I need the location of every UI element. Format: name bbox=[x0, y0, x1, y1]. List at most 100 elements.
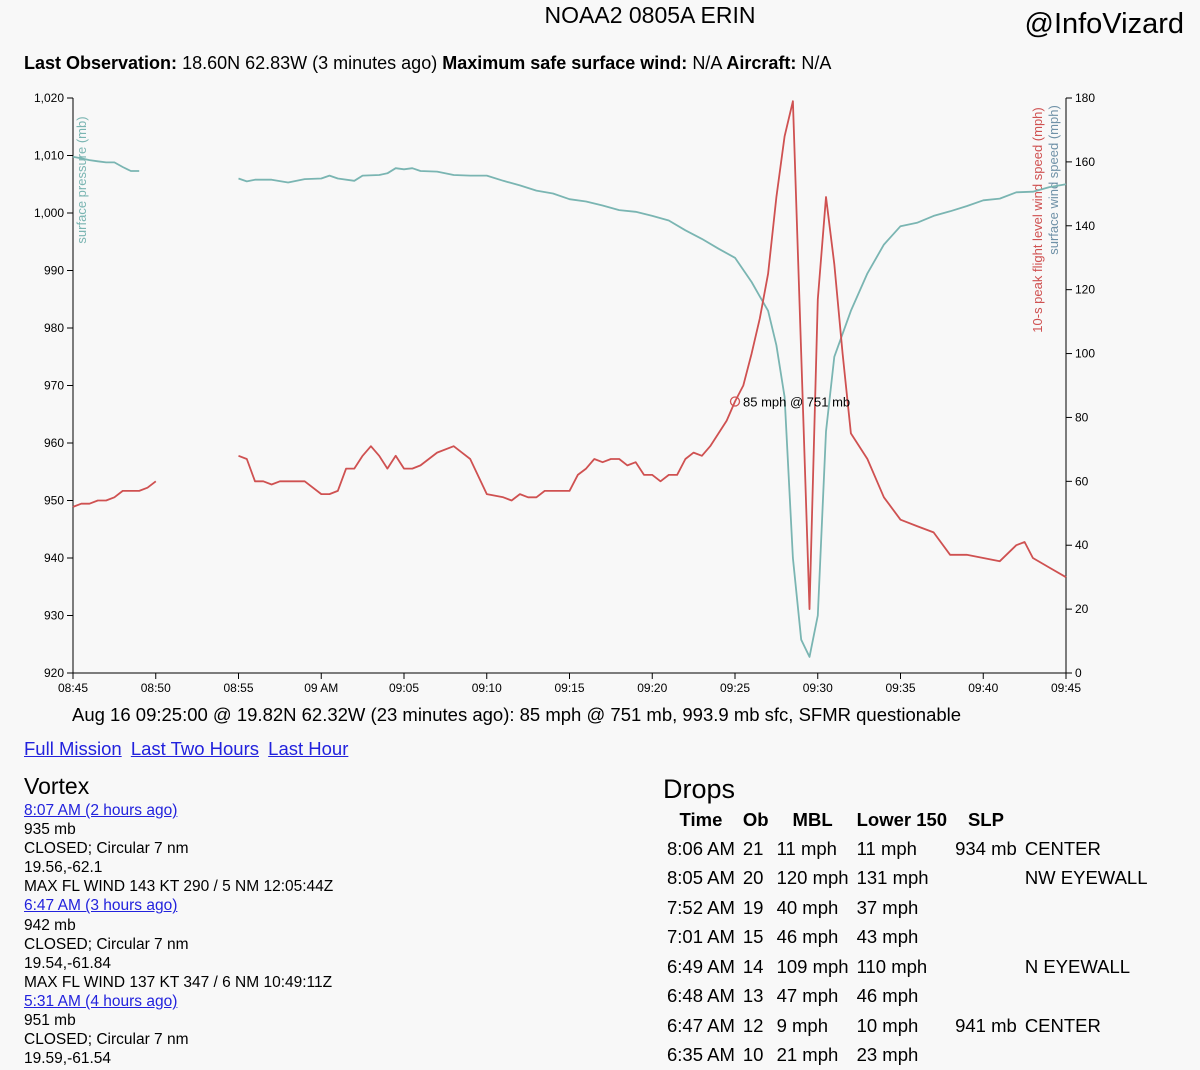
x-tick-label: 09:35 bbox=[885, 681, 915, 695]
drop-mbl: 9 mph bbox=[773, 1011, 853, 1041]
drop-time: 6:35 AM bbox=[663, 1041, 739, 1070]
vortex-position: 19.56,-62.1 bbox=[24, 858, 333, 877]
vortex-time-link[interactable]: 6:47 AM (3 hours ago) bbox=[24, 897, 177, 914]
left-tick-label: 1,010 bbox=[34, 149, 64, 163]
vortex-eye: CLOSED; Circular 7 nm bbox=[24, 935, 333, 954]
vortex-eye: CLOSED; Circular 7 nm bbox=[24, 839, 333, 858]
drop-note: N EYEWALL bbox=[1021, 952, 1152, 982]
drop-slp bbox=[951, 982, 1021, 1012]
author-handle: @InfoVizard bbox=[1025, 8, 1185, 41]
col-time: Time bbox=[663, 806, 739, 834]
vortex-heading: Vortex bbox=[24, 773, 89, 800]
col-lower-150: Lower 150 bbox=[853, 806, 952, 834]
drop-slp bbox=[951, 864, 1021, 894]
drop-slp: 941 mb bbox=[951, 1011, 1021, 1041]
drop-time: 6:49 AM bbox=[663, 952, 739, 982]
vortex-pressure: 942 mb bbox=[24, 916, 333, 935]
right-tick-label: 160 bbox=[1075, 155, 1095, 169]
right-tick-label: 20 bbox=[1075, 602, 1089, 616]
x-tick-label: 09 AM bbox=[304, 681, 338, 695]
time-range-links: Full Mission Last Two Hours Last Hour bbox=[24, 738, 352, 760]
mission-title: NOAA2 0805A ERIN bbox=[0, 2, 1200, 29]
x-tick-label: 09:25 bbox=[720, 681, 750, 695]
x-tick-label: 09:30 bbox=[803, 681, 833, 695]
vortex-time-link[interactable]: 8:07 AM (2 hours ago) bbox=[24, 802, 177, 819]
aircraft-value: N/A bbox=[801, 53, 831, 73]
left-tick-label: 950 bbox=[44, 494, 64, 508]
left-tick-label: 960 bbox=[44, 436, 64, 450]
drop-slp bbox=[951, 1041, 1021, 1070]
max-wind-label: Maximum safe surface wind: bbox=[442, 53, 687, 73]
last-hour-link[interactable]: Last Hour bbox=[268, 738, 348, 759]
left-axis-title: surface pressure (mb) bbox=[74, 116, 89, 243]
drop-lower-150: 46 mph bbox=[853, 982, 952, 1012]
left-tick-label: 930 bbox=[44, 609, 64, 623]
left-tick-label: 940 bbox=[44, 551, 64, 565]
drop-lower-150: 23 mph bbox=[853, 1041, 952, 1070]
last-observation: Last Observation: 18.60N 62.83W (3 minut… bbox=[24, 53, 831, 74]
vortex-max-wind: MAX FL WIND 143 KT 290 / 5 NM 12:05:44Z bbox=[24, 877, 333, 896]
vortex-pressure: 951 mb bbox=[24, 1011, 333, 1030]
x-tick-label: 08:50 bbox=[141, 681, 171, 695]
vortex-entry: 8:07 AM (2 hours ago) 935 mb CLOSED; Cir… bbox=[24, 801, 333, 896]
pressure-line bbox=[239, 168, 1067, 657]
drop-note bbox=[1021, 923, 1152, 953]
drop-mbl: 46 mph bbox=[773, 923, 853, 953]
recon-chart: 9209309409509609709809901,0001,0101,0200… bbox=[0, 80, 1200, 700]
drop-time: 8:05 AM bbox=[663, 864, 739, 894]
left-tick-label: 990 bbox=[44, 264, 64, 278]
drop-note bbox=[1021, 893, 1152, 923]
x-tick-label: 09:40 bbox=[968, 681, 998, 695]
drop-slp bbox=[951, 952, 1021, 982]
left-tick-label: 920 bbox=[44, 666, 64, 680]
drop-ob: 13 bbox=[739, 982, 773, 1012]
drop-lower-150: 110 mph bbox=[853, 952, 952, 982]
left-tick-label: 1,000 bbox=[34, 206, 64, 220]
right-tick-label: 100 bbox=[1075, 347, 1095, 361]
last-observation-value: 18.60N 62.83W (3 minutes ago) bbox=[182, 53, 437, 73]
drop-lower-150: 11 mph bbox=[853, 834, 952, 864]
drop-mbl: 21 mph bbox=[773, 1041, 853, 1070]
drop-mbl: 40 mph bbox=[773, 893, 853, 923]
drop-slp: 934 mb bbox=[951, 834, 1021, 864]
max-wind-value: N/A bbox=[692, 53, 721, 73]
drop-ob: 14 bbox=[739, 952, 773, 982]
drop-mbl: 47 mph bbox=[773, 982, 853, 1012]
x-tick-label: 09:10 bbox=[472, 681, 502, 695]
right-tick-label: 80 bbox=[1075, 410, 1089, 424]
right-tick-label: 40 bbox=[1075, 538, 1089, 552]
vortex-position: 19.54,-61.84 bbox=[24, 954, 333, 973]
x-tick-label: 09:45 bbox=[1051, 681, 1081, 695]
drop-mbl: 109 mph bbox=[773, 952, 853, 982]
drop-slp bbox=[951, 923, 1021, 953]
drop-ob: 21 bbox=[739, 834, 773, 864]
full-mission-link[interactable]: Full Mission bbox=[24, 738, 122, 759]
drop-note: CENTER bbox=[1021, 1011, 1152, 1041]
drop-slp bbox=[951, 893, 1021, 923]
x-tick-label: 08:55 bbox=[223, 681, 253, 695]
right-tick-label: 0 bbox=[1075, 666, 1082, 680]
right-axis-title-flight-wind: 10-s peak flight level wind speed (mph) bbox=[1030, 107, 1045, 332]
x-tick-label: 09:20 bbox=[637, 681, 667, 695]
vortex-time-link[interactable]: 5:31 AM (4 hours ago) bbox=[24, 993, 177, 1010]
right-tick-label: 180 bbox=[1075, 91, 1095, 105]
aircraft-label: Aircraft: bbox=[726, 53, 796, 73]
selected-point-label: 85 mph @ 751 mb bbox=[743, 394, 850, 409]
drop-note: NW EYEWALL bbox=[1021, 864, 1152, 894]
drop-lower-150: 10 mph bbox=[853, 1011, 952, 1041]
vortex-entry: 6:47 AM (3 hours ago) 942 mb CLOSED; Cir… bbox=[24, 896, 333, 991]
vortex-entry: 5:31 AM (4 hours ago) 951 mb CLOSED; Cir… bbox=[24, 992, 333, 1068]
drop-mbl: 11 mph bbox=[773, 834, 853, 864]
last-two-hours-link[interactable]: Last Two Hours bbox=[131, 738, 259, 759]
selected-observation: Aug 16 09:25:00 @ 19.82N 62.32W (23 minu… bbox=[72, 704, 961, 726]
drop-note: CENTER bbox=[1021, 834, 1152, 864]
drop-lower-150: 131 mph bbox=[853, 864, 952, 894]
drop-note bbox=[1021, 1041, 1152, 1070]
left-tick-label: 1,020 bbox=[34, 91, 64, 105]
